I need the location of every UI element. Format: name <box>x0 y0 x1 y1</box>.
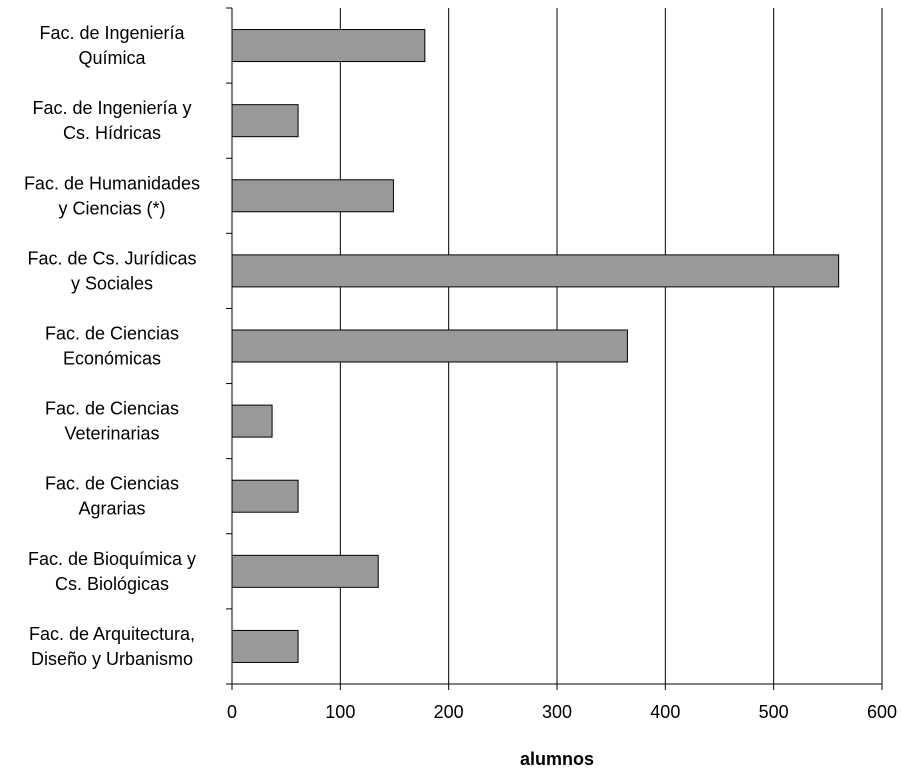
x-tick-label-400: 400 <box>650 702 680 722</box>
category-label-5: Fac. de Ciencias Económicas <box>45 324 179 369</box>
bar-8 <box>231 554 379 588</box>
category-label-line: Diseño y Urbanismo <box>31 649 193 669</box>
category-label-line: Química <box>78 48 146 68</box>
category-label-7: Fac. de Ciencias Agrarias <box>45 474 179 519</box>
category-label-3: Fac. de Humanidades y Ciencias (*) <box>24 173 200 218</box>
x-tick-label-100: 100 <box>325 702 355 722</box>
bar-3 <box>231 179 394 213</box>
category-label-line: Fac. de Humanidades <box>24 173 200 193</box>
category-label-2: Fac. de Ingeniería y Cs. Hídricas <box>32 98 191 143</box>
category-label-6: Fac. de Ciencias Veterinarias <box>45 399 179 444</box>
category-label-line: Fac. de Ingeniería y <box>32 98 191 118</box>
category-label-line: Cs. Biológicas <box>55 574 169 594</box>
x-tick-label-300: 300 <box>542 702 572 722</box>
category-label-line: Fac. de Ingeniería <box>39 23 185 43</box>
x-tick-label-200: 200 <box>434 702 464 722</box>
category-label-line: Fac. de Ciencias <box>45 324 179 344</box>
bar-9 <box>231 629 299 663</box>
category-label-4: Fac. de Cs. Jurídicas y Sociales <box>27 248 196 293</box>
axes <box>226 7 883 690</box>
category-label-line: y Ciencias (*) <box>58 198 165 218</box>
category-label-line: Fac. de Arquitectura, <box>29 624 195 644</box>
category-label-8: Fac. de Bioquímica y Cs. Biológicas <box>28 549 196 594</box>
x-tick-label-0: 0 <box>227 702 237 722</box>
bars <box>231 29 840 663</box>
bar-1 <box>231 29 426 63</box>
x-tick-label-600: 600 <box>867 702 897 722</box>
bar-2 <box>231 104 299 138</box>
category-label-line: Cs. Hídricas <box>63 123 161 143</box>
x-tick-label-500: 500 <box>759 702 789 722</box>
category-label-9: Fac. de Arquitectura, Diseño y Urbanismo <box>29 624 195 669</box>
category-label-line: Fac. de Bioquímica y <box>28 549 196 569</box>
category-label-line: Veterinarias <box>64 424 159 444</box>
category-label-line: Agrarias <box>78 499 145 519</box>
category-label-line: Fac. de Ciencias <box>45 399 179 419</box>
category-label-line: Fac. de Cs. Jurídicas <box>27 248 196 268</box>
x-axis-title: alumnos <box>520 749 594 769</box>
bar-7 <box>231 479 299 513</box>
bar-6 <box>231 404 273 438</box>
category-label-line: Fac. de Ciencias <box>45 474 179 494</box>
x-tick-labels: 0 100 200 300 400 500 600 <box>227 702 897 722</box>
bar-5 <box>231 329 628 363</box>
category-label-1: Fac. de Ingeniería Química <box>39 23 185 68</box>
category-label-line: Económicas <box>63 349 161 369</box>
bar-4 <box>231 254 840 288</box>
category-label-line: y Sociales <box>71 273 153 293</box>
